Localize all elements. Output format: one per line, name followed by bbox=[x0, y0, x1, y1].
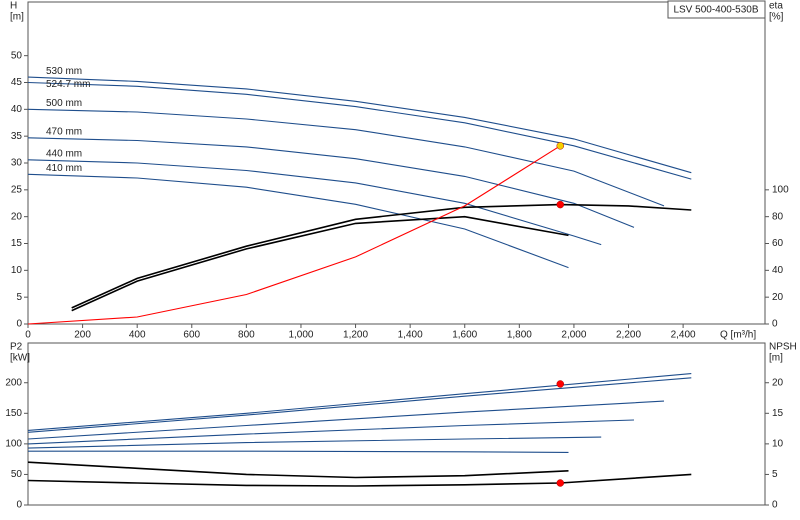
curve bbox=[27, 377, 692, 433]
curve bbox=[27, 419, 635, 445]
y2-tick-label: 80 bbox=[772, 211, 784, 222]
curve-label: 410 mm bbox=[46, 163, 82, 174]
y-tick-label: 35 bbox=[11, 131, 23, 142]
y-tick-label: 20 bbox=[11, 211, 23, 222]
y-tick-label: 0 bbox=[16, 500, 22, 511]
y2-tick-label: 20 bbox=[772, 377, 784, 388]
y-axis-label: [kW] bbox=[10, 353, 30, 364]
x-tick-label: 1,000 bbox=[288, 330, 313, 341]
curve bbox=[27, 76, 692, 174]
y2-tick-label: 60 bbox=[772, 238, 784, 249]
y2-tick-label: 0 bbox=[772, 500, 778, 511]
x-tick-label: 2,400 bbox=[671, 330, 696, 341]
curve-label: 530 mm bbox=[46, 66, 82, 77]
y-axis-label: P2 bbox=[10, 342, 23, 353]
x-tick-label: 2,200 bbox=[616, 330, 641, 341]
x-tick-label: 200 bbox=[74, 330, 91, 341]
curve-label: 470 mm bbox=[46, 126, 82, 137]
y-tick-label: 150 bbox=[5, 408, 22, 419]
chart-title: LSV 500-400-530B bbox=[673, 5, 758, 16]
operating-point bbox=[556, 142, 565, 150]
curve bbox=[28, 450, 569, 453]
title-box bbox=[667, 0, 766, 19]
curve bbox=[27, 81, 692, 180]
curve-label: 440 mm bbox=[46, 148, 82, 159]
curve-label: 524.7 mm bbox=[46, 79, 90, 90]
y-tick-label: 15 bbox=[11, 238, 23, 249]
curve-label: 500 mm bbox=[46, 98, 82, 109]
y2-axis-label: [m] bbox=[769, 353, 783, 364]
y-tick-label: 5 bbox=[16, 292, 22, 303]
curve bbox=[27, 159, 602, 246]
y-tick-label: 30 bbox=[11, 158, 23, 169]
y-axis-label: [m] bbox=[10, 12, 24, 23]
curve bbox=[27, 173, 569, 269]
x-tick-label: 1,800 bbox=[507, 330, 532, 341]
curve bbox=[27, 108, 665, 207]
y-tick-label: 50 bbox=[11, 469, 23, 480]
y2-axis-label: NPSH bbox=[769, 342, 797, 353]
y2-tick-label: 5 bbox=[772, 469, 778, 480]
curve bbox=[27, 473, 692, 487]
x-tick-label: 800 bbox=[238, 330, 255, 341]
curve bbox=[27, 436, 602, 449]
curve bbox=[27, 145, 561, 325]
y-tick-label: 100 bbox=[5, 439, 22, 450]
y2-axis-label: [%] bbox=[769, 12, 784, 23]
y2-tick-label: 0 bbox=[772, 319, 778, 330]
operating-point bbox=[556, 200, 565, 209]
curve bbox=[27, 137, 635, 228]
x-tick-label: 1,600 bbox=[452, 330, 477, 341]
plot-frame bbox=[27, 342, 766, 506]
y-tick-label: 25 bbox=[11, 184, 23, 195]
curve bbox=[27, 373, 692, 431]
y2-tick-label: 15 bbox=[772, 408, 784, 419]
y-axis-label: H bbox=[10, 1, 17, 12]
y2-tick-label: 20 bbox=[772, 292, 784, 303]
operating-point bbox=[556, 380, 565, 388]
operating-point bbox=[556, 479, 565, 487]
y-tick-label: 10 bbox=[11, 265, 23, 276]
y-tick-label: 50 bbox=[11, 50, 23, 61]
x-tick-label: 1,400 bbox=[398, 330, 423, 341]
x-axis-label: Q [m³/h] bbox=[720, 330, 756, 341]
x-tick-label: 400 bbox=[129, 330, 146, 341]
curve bbox=[27, 461, 569, 479]
y-tick-label: 40 bbox=[11, 104, 23, 115]
y2-tick-label: 10 bbox=[772, 439, 784, 450]
x-tick-label: 600 bbox=[183, 330, 200, 341]
y2-tick-label: 100 bbox=[772, 184, 789, 195]
x-tick-label: 0 bbox=[25, 330, 31, 341]
y-tick-label: 45 bbox=[11, 77, 23, 88]
x-tick-label: 1,200 bbox=[343, 330, 368, 341]
curve bbox=[27, 400, 665, 440]
y2-tick-label: 40 bbox=[772, 265, 784, 276]
y-tick-label: 200 bbox=[5, 377, 22, 388]
x-tick-label: 2,000 bbox=[561, 330, 586, 341]
curve bbox=[71, 215, 569, 312]
y2-axis-label: eta bbox=[769, 1, 783, 12]
curve bbox=[71, 203, 692, 309]
y-tick-label: 0 bbox=[16, 319, 22, 330]
